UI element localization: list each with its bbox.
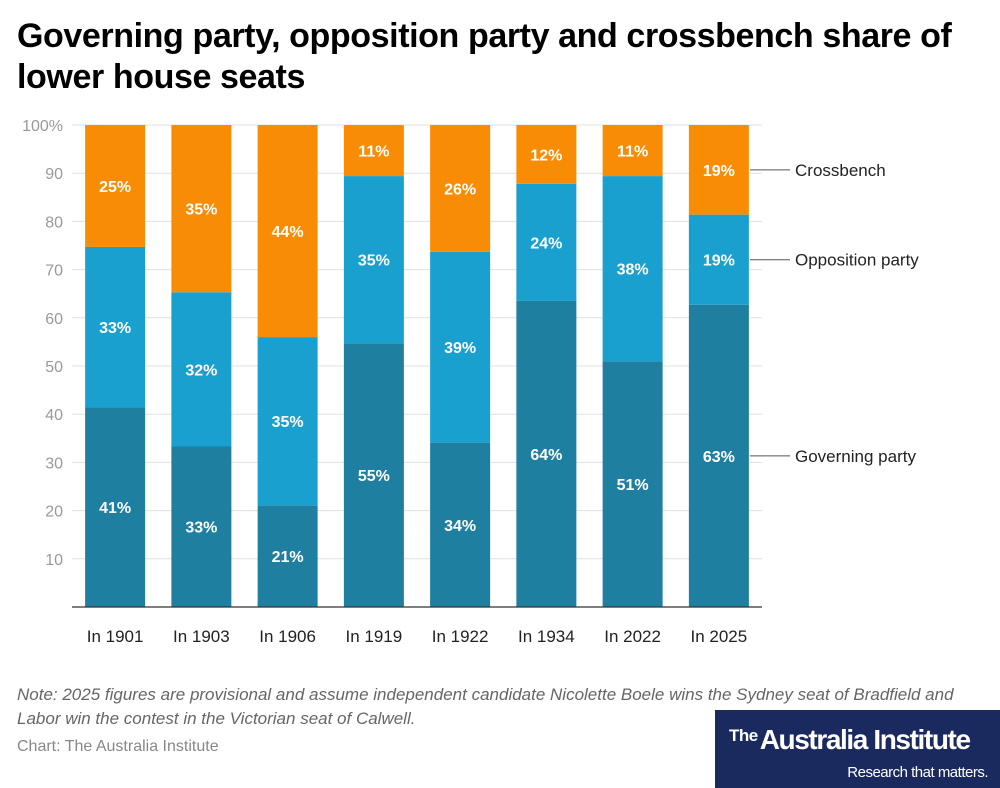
- bar-segment: [257, 337, 318, 506]
- bar-segment: [257, 505, 318, 607]
- bar-value-label: 21%: [272, 549, 304, 566]
- bar-value-label: 11%: [358, 144, 389, 161]
- bar-segment: [602, 125, 663, 177]
- chart-title: Governing party, opposition party and cr…: [17, 17, 952, 96]
- bar-value-label: 41%: [99, 500, 131, 517]
- bar-value-label: 11%: [617, 144, 648, 161]
- bar-value-label: 32%: [185, 362, 217, 379]
- logo-the: The: [729, 726, 758, 745]
- bar-segment: [516, 125, 577, 184]
- bar-value-label: 44%: [272, 224, 304, 241]
- bar-segment: [602, 361, 663, 607]
- bar-value-label: 26%: [444, 181, 476, 198]
- chart-source: Chart: The Australia Institute: [17, 738, 219, 755]
- y-tick-label: 40: [45, 407, 63, 424]
- australia-institute-logo: TheAustralia Institute Research that mat…: [715, 710, 1000, 788]
- x-tick-label: In 1922: [432, 627, 489, 646]
- legend-label: Opposition party: [795, 251, 919, 270]
- bar-segment: [430, 251, 491, 443]
- bar-segment: [343, 176, 404, 344]
- logo-tagline: Research that matters.: [847, 764, 988, 781]
- bar-value-label: 25%: [99, 179, 131, 196]
- bar-value-label: 33%: [99, 320, 131, 337]
- y-tick-label: 70: [45, 263, 63, 280]
- x-tick-label: In 1903: [173, 627, 230, 646]
- bar-segment: [85, 246, 146, 408]
- bar-value-label: 24%: [530, 235, 562, 252]
- y-tick-label: 10: [45, 552, 63, 569]
- y-axis-ticks: 10 20 30 40 50 60 70 80 90 100%: [22, 118, 63, 569]
- y-tick-label: 50: [45, 359, 63, 376]
- bar-value-label: 63%: [703, 449, 735, 466]
- bar-segment: [343, 343, 404, 607]
- bar-value-label: 55%: [358, 468, 390, 485]
- x-tick-label: In 1906: [259, 627, 316, 646]
- bar-segment: [516, 183, 577, 301]
- bar-segment: [171, 446, 232, 607]
- y-tick-label: 20: [45, 504, 63, 521]
- bar-value-label: 39%: [444, 340, 476, 357]
- stacked-bar-chart: 10 20 30 40 50 60 70 80 90 100% 41% 33% 25% 33% 32% 35…: [22, 118, 919, 646]
- bar-value-label: 33%: [185, 520, 217, 537]
- bar-segment: [516, 300, 577, 607]
- bar-segment: [430, 442, 491, 607]
- y-tick-label: 90: [45, 166, 63, 183]
- chart-note: Note: 2025 figures are provisional and a…: [17, 685, 954, 728]
- y-tick-label: 30: [45, 455, 63, 472]
- x-axis-labels: In 1901 In 1903 In 1906 In 1919 In 1922 In 19…: [87, 627, 747, 646]
- bar-value-label: 19%: [703, 253, 735, 270]
- y-tick-label: 80: [45, 214, 63, 231]
- bar-segment: [602, 176, 663, 362]
- bar-segment: [688, 214, 749, 305]
- bar-value-label: 64%: [530, 447, 562, 464]
- legend-label: Governing party: [795, 447, 916, 466]
- x-tick-label: In 2022: [604, 627, 661, 646]
- bar-value-label: 35%: [272, 414, 304, 431]
- bar-value-label: 35%: [185, 202, 217, 219]
- y-tick-label: 60: [45, 311, 63, 328]
- bar-segment: [343, 125, 404, 177]
- bar-segment: [257, 125, 318, 338]
- legend-label: Crossbench: [795, 161, 886, 180]
- bar-segment: [85, 125, 146, 247]
- bar-segment: [688, 125, 749, 215]
- x-tick-label: In 1919: [346, 627, 403, 646]
- bar-segment: [171, 292, 232, 447]
- bar-segment: [85, 407, 146, 607]
- bars: 41% 33% 25% 33% 32% 35% 21% 35% 44% 55% 35% 11% 34% 3…: [85, 125, 749, 607]
- bar-value-label: 51%: [617, 477, 649, 494]
- bar-segment: [430, 125, 491, 252]
- bar-segment: [688, 304, 749, 607]
- logo-wordmark: Australia Institute: [759, 724, 971, 755]
- x-tick-label: In 1934: [518, 627, 575, 646]
- legend: Governing party Opposition party Crossbenc…: [750, 161, 919, 466]
- x-tick-label: In 1901: [87, 627, 144, 646]
- y-tick-label: 100%: [22, 118, 63, 135]
- bar-value-label: 12%: [530, 147, 562, 164]
- bar-value-label: 34%: [444, 518, 476, 535]
- bar-value-label: 19%: [703, 163, 735, 180]
- bar-value-label: 38%: [617, 262, 649, 279]
- bar-value-label: 35%: [358, 253, 390, 270]
- logo-name: TheAustralia Institute: [729, 724, 971, 756]
- bar-segment: [171, 125, 232, 293]
- x-tick-label: In 2025: [691, 627, 748, 646]
